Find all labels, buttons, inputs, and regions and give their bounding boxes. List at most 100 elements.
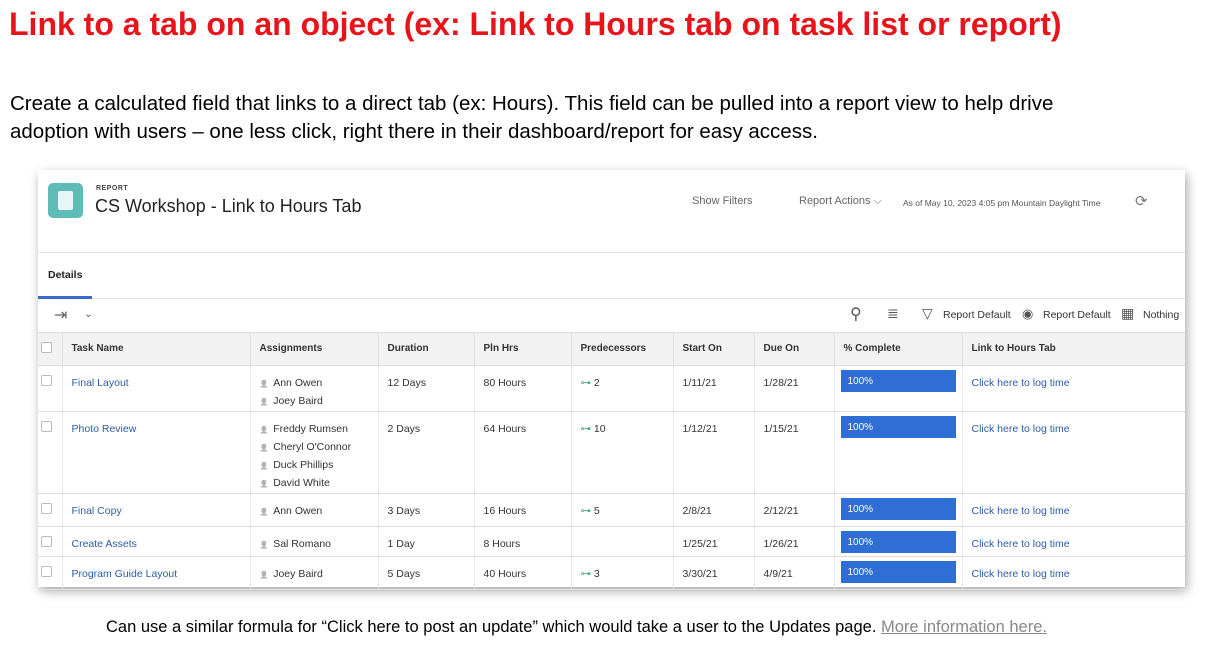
column-header[interactable]: Start On bbox=[673, 333, 755, 366]
grouping-button[interactable]: Nothing bbox=[1143, 309, 1180, 321]
predecessor-icon: ⊶ bbox=[580, 504, 592, 517]
planned-hours: 80 Hours bbox=[474, 365, 572, 412]
more-info-link[interactable]: More information here. bbox=[880, 618, 1047, 636]
slide-heading: Link to a tab on an object (ex: Link to … bbox=[9, 6, 1062, 42]
eye-icon[interactable]: ◉ bbox=[1022, 306, 1034, 321]
row-checkbox[interactable] bbox=[41, 565, 52, 577]
toolbar: ⇥ ⌄ ⚲ ≣ ▽ Report Default ◉ Report Defaul… bbox=[38, 299, 1185, 333]
show-filters-button[interactable]: Show Filters bbox=[692, 195, 753, 207]
percent-complete-bar: 100% bbox=[840, 530, 956, 553]
start-date: 2/8/21 bbox=[673, 493, 755, 527]
log-time-link[interactable]: Click here to log time bbox=[971, 537, 1070, 550]
due-date: 1/26/21 bbox=[754, 526, 835, 557]
task-name-link[interactable]: Final Layout bbox=[71, 376, 129, 389]
row-checkbox[interactable] bbox=[41, 420, 52, 432]
report-actions-dropdown[interactable]: Report Actions ⌵ bbox=[799, 195, 882, 207]
row-checkbox[interactable] bbox=[41, 535, 52, 547]
select-all-checkbox[interactable] bbox=[41, 341, 52, 353]
due-date: 4/9/21 bbox=[754, 556, 835, 590]
duration: 1 Day bbox=[378, 526, 475, 557]
planned-hours: 40 Hours bbox=[474, 556, 572, 590]
start-date: 3/30/21 bbox=[673, 556, 755, 590]
assignee[interactable]: Joey Baird bbox=[260, 566, 378, 584]
due-date: 1/28/21 bbox=[754, 365, 835, 412]
footer-text: Can use a similar formula for “Click her… bbox=[106, 618, 881, 636]
column-header[interactable]: Link to Hours Tab bbox=[962, 333, 1185, 366]
log-time-link[interactable]: Click here to log time bbox=[971, 376, 1070, 389]
intro-line: Create a calculated field that links to … bbox=[10, 92, 1054, 115]
assignee[interactable]: Joey Baird bbox=[260, 393, 378, 411]
table-row: Photo Review Freddy RumsenCheryl O'Conno… bbox=[38, 411, 1185, 494]
grouping-icon[interactable]: ▦ bbox=[1121, 305, 1135, 321]
percent-complete-bar: 100% bbox=[840, 415, 956, 438]
planned-hours: 64 Hours bbox=[474, 411, 572, 494]
predecessor-icon: ⊶ bbox=[580, 567, 592, 580]
planned-hours: 16 Hours bbox=[474, 493, 572, 527]
table-row: Final Copy Ann Owen 3 Days 16 Hours ⊶ 5 … bbox=[38, 493, 1185, 527]
assignee[interactable]: Sal Romano bbox=[260, 536, 378, 554]
column-header[interactable]: Due On bbox=[754, 333, 835, 366]
duration: 2 Days bbox=[378, 411, 475, 494]
task-table: Task Name Assignments Duration Pln Hrs Prede… bbox=[38, 333, 1185, 590]
table-row: Final Layout Ann OwenJoey Baird 12 Days … bbox=[38, 365, 1185, 412]
duration: 3 Days bbox=[378, 493, 475, 527]
row-checkbox[interactable] bbox=[41, 374, 52, 386]
start-date: 1/25/21 bbox=[673, 526, 755, 557]
column-header[interactable]: Pln Hrs bbox=[474, 333, 572, 366]
duration: 12 Days bbox=[378, 365, 475, 412]
assignee[interactable]: Ann Owen bbox=[260, 375, 378, 393]
hierarchy-icon[interactable]: ≣ bbox=[887, 305, 899, 321]
planned-hours: 8 Hours bbox=[474, 526, 572, 557]
search-icon[interactable]: ⚲ bbox=[850, 306, 862, 323]
filter-button[interactable]: Report Default bbox=[943, 309, 1011, 321]
column-header[interactable]: Assignments bbox=[250, 333, 379, 366]
predecessor-icon: ⊶ bbox=[580, 376, 592, 389]
report-title: CS Workshop - Link to Hours Tab bbox=[95, 196, 362, 216]
intro-line: adoption with users – one less click, ri… bbox=[10, 120, 818, 143]
predecessor-count[interactable]: 10 bbox=[593, 422, 606, 435]
report-kicker: REPORT bbox=[96, 185, 129, 192]
refresh-icon[interactable]: ⟳ bbox=[1135, 193, 1148, 210]
task-name-link[interactable]: Create Assets bbox=[71, 537, 137, 550]
predecessor-icon: ⊶ bbox=[580, 422, 592, 435]
tab-details[interactable]: Details bbox=[38, 253, 92, 299]
footer-note: Can use a similar formula for “Click her… bbox=[106, 618, 1047, 637]
task-name-link[interactable]: Final Copy bbox=[71, 504, 122, 517]
log-time-link[interactable]: Click here to log time bbox=[971, 504, 1070, 517]
log-time-link[interactable]: Click here to log time bbox=[971, 567, 1070, 580]
view-button[interactable]: Report Default bbox=[1043, 309, 1111, 321]
predecessor-count[interactable]: 2 bbox=[593, 376, 600, 389]
column-header[interactable]: Duration bbox=[378, 333, 475, 366]
duration: 5 Days bbox=[378, 556, 475, 590]
due-date: 1/15/21 bbox=[754, 411, 835, 494]
report-screenshot: REPORT CS Workshop - Link to Hours Tab S… bbox=[38, 170, 1185, 590]
predecessor-count[interactable]: 5 bbox=[593, 504, 600, 517]
task-name-link[interactable]: Program Guide Layout bbox=[71, 567, 178, 580]
export-icon[interactable]: ⇥ bbox=[54, 307, 68, 324]
percent-complete-bar: 100% bbox=[840, 497, 956, 520]
percent-complete-bar: 100% bbox=[840, 369, 956, 392]
column-header[interactable]: Predecessors bbox=[571, 333, 674, 366]
report-icon bbox=[48, 183, 83, 218]
percent-complete-bar: 100% bbox=[840, 560, 956, 583]
chevron-down-icon[interactable]: ⌄ bbox=[84, 308, 93, 320]
table-row: Create Assets Sal Romano 1 Day 8 Hours 1… bbox=[38, 526, 1185, 557]
due-date: 2/12/21 bbox=[754, 493, 835, 527]
assignee[interactable]: David White bbox=[260, 475, 378, 493]
column-header[interactable]: % Complete bbox=[834, 333, 963, 366]
column-header[interactable]: Task Name bbox=[62, 333, 251, 366]
log-time-link[interactable]: Click here to log time bbox=[971, 422, 1070, 435]
report-header: REPORT CS Workshop - Link to Hours Tab S… bbox=[38, 170, 1185, 253]
assignee[interactable]: Freddy Rumsen bbox=[260, 421, 378, 439]
assignee[interactable]: Cheryl O'Connor bbox=[260, 439, 378, 457]
as-of-timestamp: As of May 10, 2023 4:05 pm Mountain Dayl… bbox=[903, 198, 1101, 208]
filter-icon[interactable]: ▽ bbox=[922, 305, 933, 321]
assignee[interactable]: Ann Owen bbox=[260, 503, 378, 521]
start-date: 1/11/21 bbox=[673, 365, 755, 412]
start-date: 1/12/21 bbox=[673, 411, 755, 494]
task-name-link[interactable]: Photo Review bbox=[71, 422, 137, 435]
assignee[interactable]: Duck Phillips bbox=[260, 457, 378, 475]
intro-text: Create a calculated field that links to … bbox=[10, 90, 1210, 146]
predecessor-count[interactable]: 3 bbox=[593, 567, 600, 580]
row-checkbox[interactable] bbox=[41, 502, 52, 514]
